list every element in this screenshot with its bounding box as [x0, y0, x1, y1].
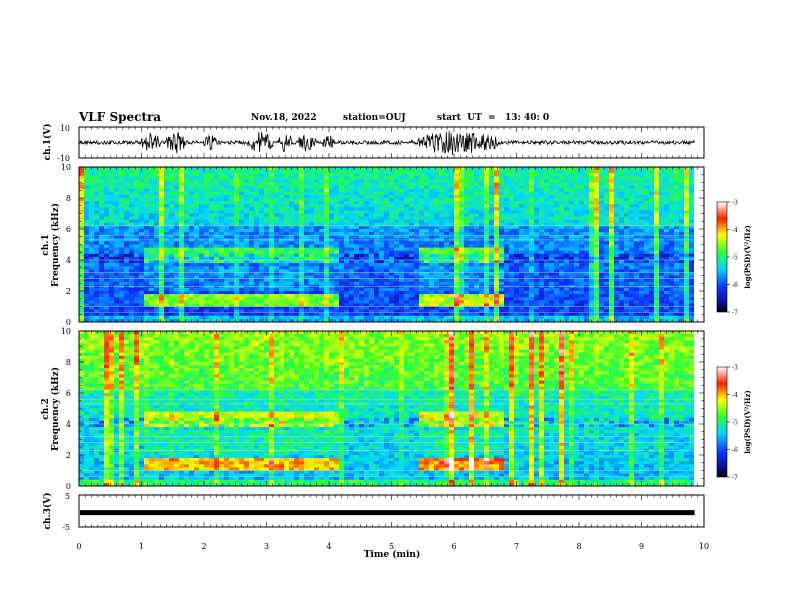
spec1-ylabel-a: ch.1 — [41, 234, 51, 255]
spectrogram-ch1 — [79, 167, 705, 323]
ch1-ytick-bottom: -10 — [57, 154, 70, 163]
frequency-tick-label: 4 — [66, 256, 71, 265]
colorbar-ch1 — [716, 201, 728, 313]
frequency-tick-label: 0 — [66, 318, 71, 327]
ch3-ytick-top: 5 — [65, 492, 70, 501]
spec2-ylabel-b: Frequency (kHz) — [50, 367, 61, 451]
axis-ticks — [78, 127, 705, 527]
frequency-tick-label: 4 — [66, 420, 71, 429]
waveform-ch1-trace — [78, 131, 695, 155]
ch3-ylabel: ch.3(V) — [42, 493, 53, 530]
time-tick-label: 0 — [76, 542, 81, 551]
colorbar-tick-label: -4 — [732, 227, 738, 234]
colorbar-ch1-label: log(PSD)(V²/Hz) — [743, 225, 752, 289]
colorbar-tick-label: -5 — [732, 255, 738, 262]
frequency-tick-label: 2 — [66, 287, 71, 296]
time-tick-label: 9 — [639, 542, 644, 551]
colorbar-ch2 — [716, 366, 728, 478]
figure-title: VLF Spectra — [79, 110, 162, 124]
time-tick-label: 3 — [264, 542, 269, 551]
spec1-ylabel-b: Frequency (kHz) — [50, 203, 61, 287]
colorbar-tick-label: -5 — [732, 420, 738, 427]
frequency-tick-label: 10 — [61, 327, 71, 336]
colorbar-tick-label: -7 — [732, 475, 738, 482]
colorbar-tick-label: -6 — [732, 282, 738, 289]
time-tick-label: 10 — [699, 542, 709, 551]
time-tick-label: 8 — [576, 542, 581, 551]
colorbar-ch2-label: log(PSD)(V²/Hz) — [743, 390, 752, 454]
frequency-tick-label: 10 — [61, 163, 71, 172]
spec2-ylabel-a: ch.2 — [41, 398, 51, 419]
time-tick-label: 7 — [514, 542, 519, 551]
colorbar-tick-labels: -3 -4 -5 -6 -7 -3 -4 -5 -6 -7 — [727, 200, 738, 482]
time-tick-label: 5 — [389, 542, 394, 551]
frequency-tick-label: 0 — [66, 482, 71, 491]
ch1-ylabel: ch.1(V) — [42, 124, 53, 161]
frequency-tick-label: 8 — [66, 358, 71, 367]
time-tick-label: 1 — [139, 542, 144, 551]
frequency-tick-label: 6 — [66, 225, 71, 234]
colorbar-tick-label: -7 — [732, 310, 738, 317]
ch3-ytick-bottom: -5 — [62, 523, 70, 532]
header-station: station=OUJ — [343, 113, 406, 123]
time-tick-label: 6 — [451, 542, 456, 551]
colorbar-tick-label: -3 — [732, 365, 738, 372]
ch1-ytick-top: 10 — [60, 124, 70, 133]
colorbar-tick-label: -4 — [732, 392, 738, 399]
time-tick-labels: 0 1 2 3 4 5 6 7 8 9 10 — [76, 542, 709, 551]
time-tick-label: 2 — [201, 542, 206, 551]
frequency-tick-label: 2 — [66, 451, 71, 460]
colorbar-tick-label: -3 — [732, 200, 738, 207]
x-axis-label: Time (min) — [364, 549, 421, 560]
time-tick-label: 4 — [326, 542, 331, 551]
colorbar-tick-label: -6 — [732, 447, 738, 454]
spectrogram-ch2 — [79, 331, 705, 487]
frequency-tick-label: 8 — [66, 194, 71, 203]
header-start-time: start UT = 13: 40: 0 — [437, 113, 550, 123]
frequency-tick-label: 6 — [66, 389, 71, 398]
header-date: Nov.18, 2022 — [251, 113, 317, 123]
